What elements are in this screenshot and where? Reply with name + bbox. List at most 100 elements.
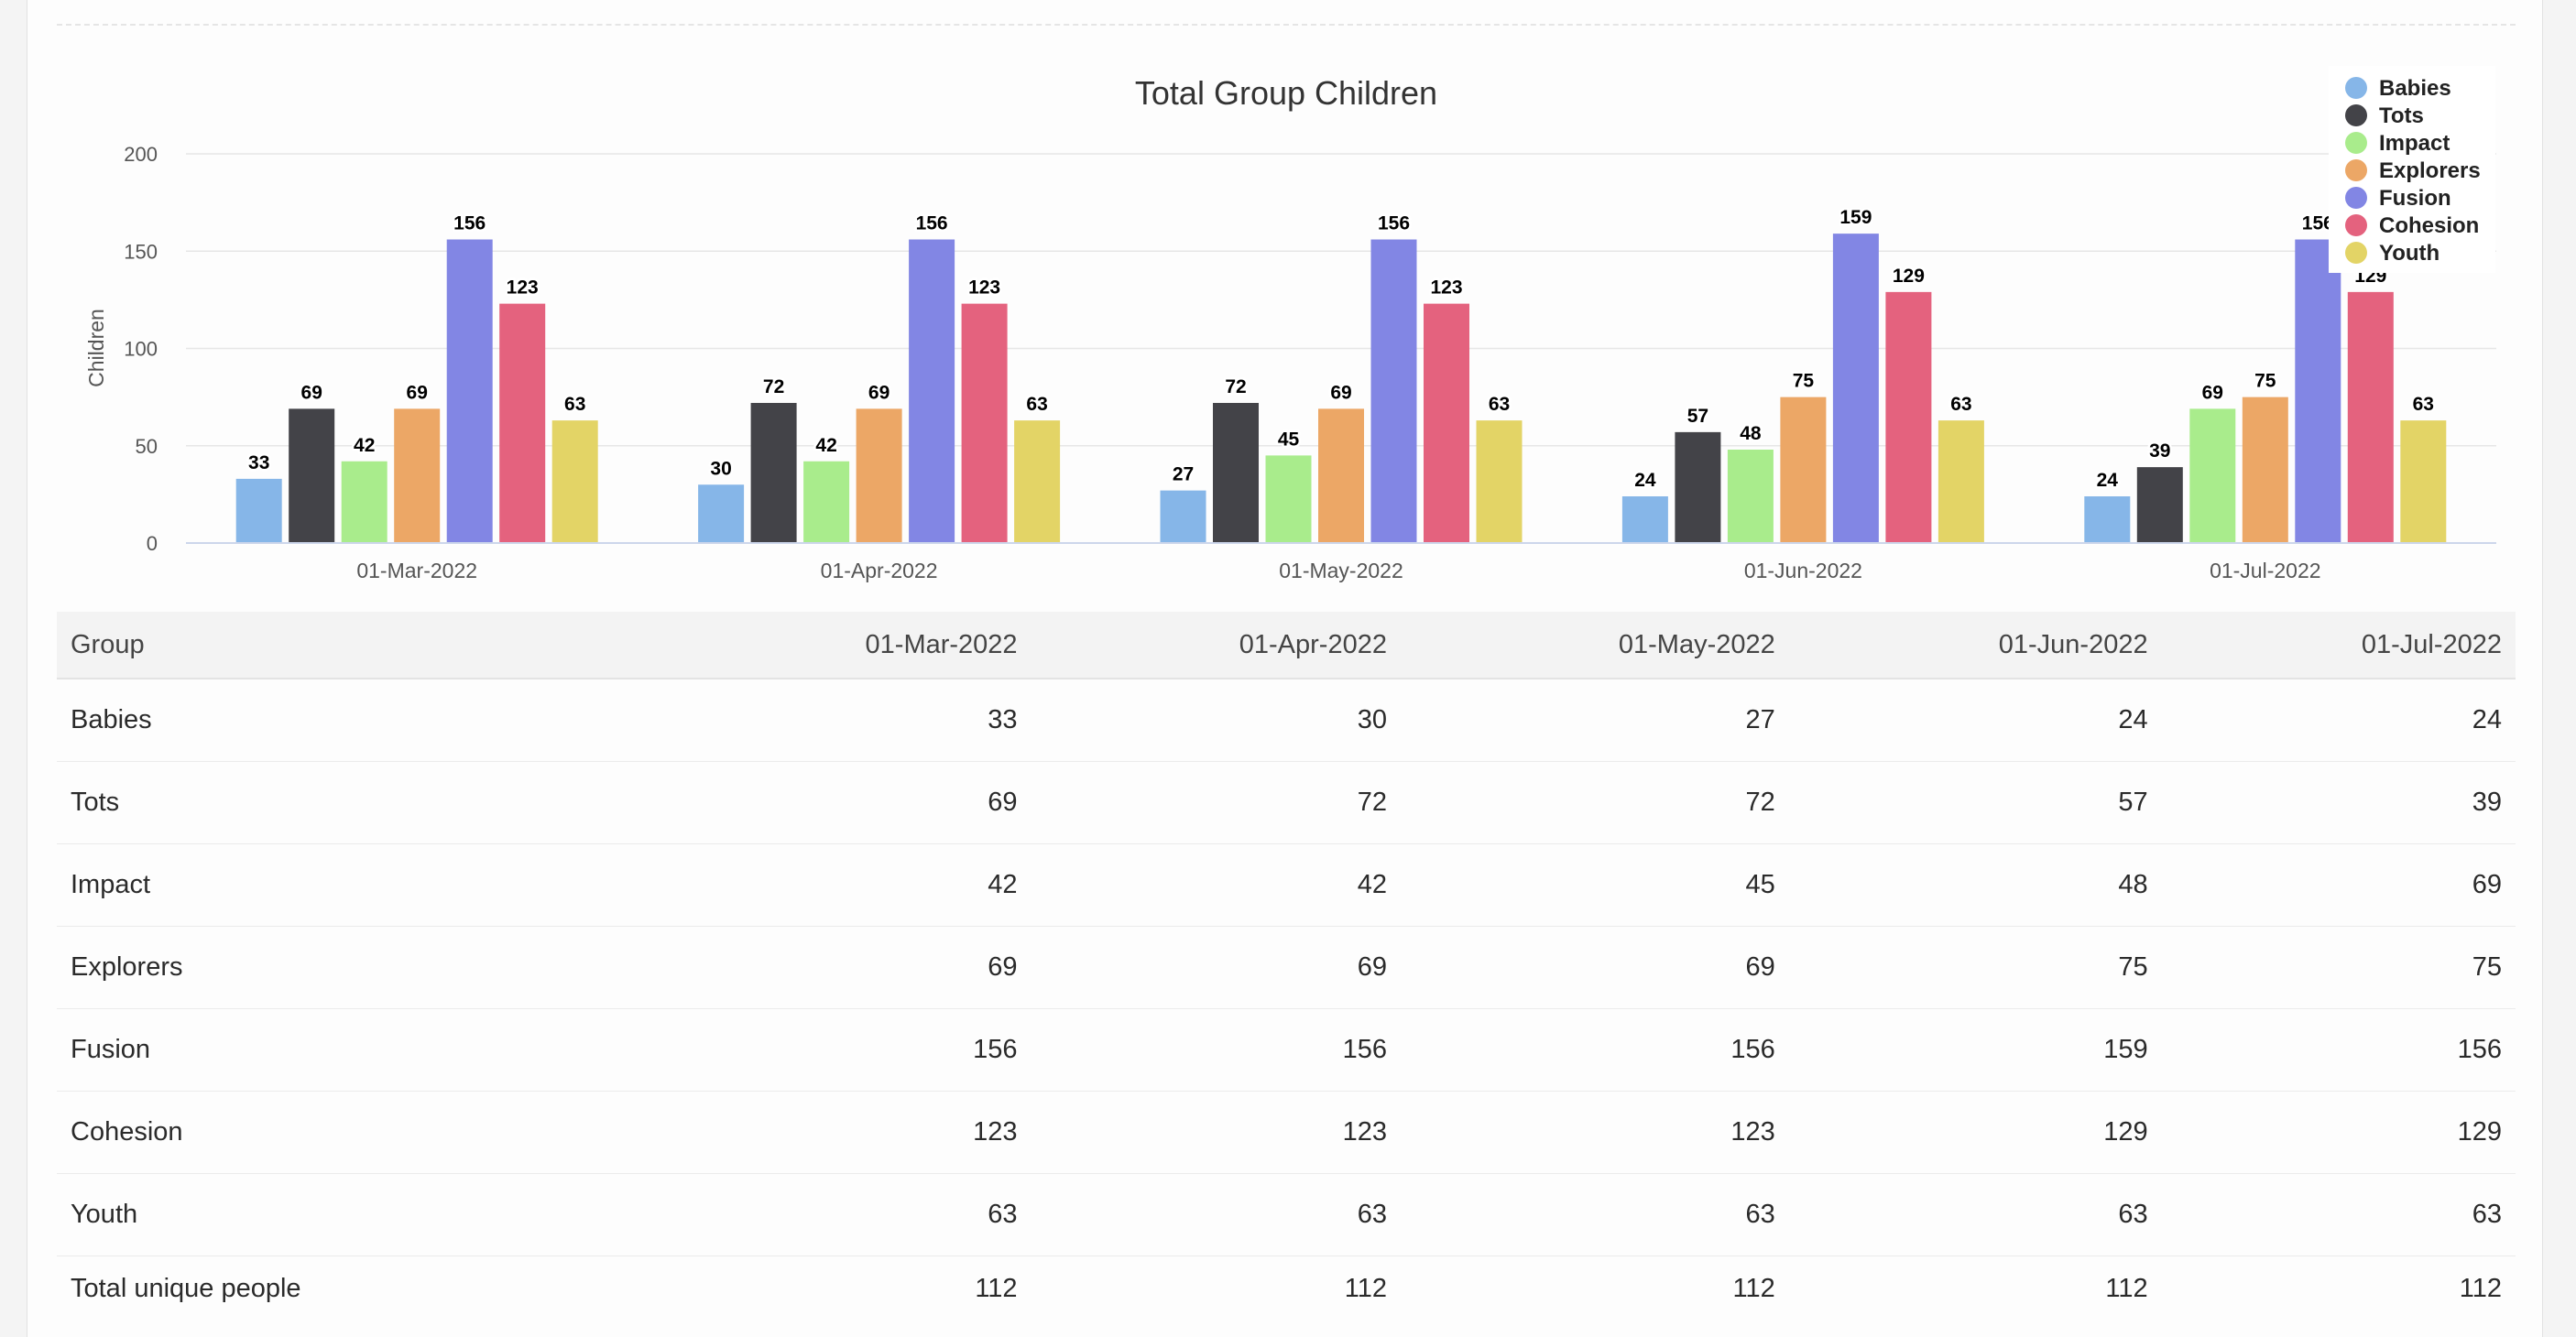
bar-explorers[interactable] [394, 408, 441, 543]
bar-impact[interactable] [1265, 455, 1312, 543]
chart-title: Total Group Children [1135, 74, 1437, 112]
bar-youth[interactable] [1937, 420, 1984, 543]
bar-fusion[interactable] [446, 239, 493, 544]
legend-marker [2345, 159, 2367, 181]
bar-babies[interactable] [1160, 490, 1206, 543]
bar-explorers[interactable] [1780, 397, 1827, 543]
x-tick-label: 01-Apr-2022 [821, 559, 938, 582]
bar-tots[interactable] [289, 408, 335, 543]
bar-babies[interactable] [1621, 496, 1668, 543]
legend-marker [2345, 214, 2367, 236]
bar-explorers[interactable] [856, 408, 902, 543]
value-cell: 123 [1730, 1116, 1775, 1147]
value-cell: 156 [973, 1034, 1018, 1064]
bar-youth[interactable] [551, 420, 598, 543]
bar-tots[interactable] [2136, 467, 2183, 543]
legend-item-cohesion[interactable]: Cohesion [2345, 213, 2479, 238]
group-name-cell: Impact [71, 869, 151, 899]
bar-explorers[interactable] [2242, 397, 2288, 543]
legend-label: Youth [2379, 241, 2440, 266]
dashed-divider [57, 24, 2516, 26]
column-header-date[interactable]: 01-Jul-2022 [2361, 629, 2502, 659]
legend-item-tots[interactable]: Tots [2345, 103, 2424, 128]
bar-impact[interactable] [341, 461, 387, 543]
value-cell: 156 [2457, 1034, 2502, 1064]
legend-item-fusion[interactable]: Fusion [2345, 186, 2451, 211]
group-name-cell: Cohesion [71, 1116, 183, 1147]
value-cell: 63 [2118, 1199, 2148, 1229]
bar-babies[interactable] [698, 484, 745, 543]
bar-youth[interactable] [1476, 420, 1523, 543]
value-cell: 42 [1357, 869, 1387, 899]
bar-tots[interactable] [1213, 403, 1259, 543]
legend-marker [2345, 104, 2367, 126]
y-tick-label: 150 [124, 240, 158, 263]
column-header-date[interactable]: 01-May-2022 [1618, 629, 1775, 659]
bar-youth[interactable] [2400, 420, 2447, 543]
bar-babies[interactable] [2084, 496, 2131, 543]
bar-cohesion[interactable] [2347, 291, 2394, 543]
bar-impact[interactable] [1727, 450, 1774, 543]
legend-item-youth[interactable]: Youth [2345, 241, 2440, 266]
axes: 0 50 100 150 200 01-Mar-2022 01-Apr-2022 01-May… [124, 143, 2496, 582]
value-cell: 63 [1357, 1199, 1387, 1229]
data-label: 24 [2097, 470, 2119, 491]
bar-fusion[interactable] [1832, 234, 1879, 543]
data-label: 69 [301, 382, 322, 403]
value-cell: 69 [1745, 951, 1775, 982]
bar-fusion[interactable] [1370, 239, 1417, 544]
x-tick-label: 01-Jul-2022 [2210, 559, 2320, 582]
bar-youth[interactable] [1014, 420, 1061, 543]
data-label: 159 [1839, 207, 1872, 228]
group-name-cell: Babies [71, 704, 152, 734]
total-value-cell: 112 [2459, 1273, 2502, 1303]
value-cell: 24 [2118, 704, 2148, 734]
y-tick-label: 200 [124, 143, 158, 166]
bar-cohesion[interactable] [1885, 291, 1932, 543]
legend-item-babies[interactable]: Babies [2345, 76, 2451, 101]
data-label: 156 [916, 213, 948, 234]
bar-explorers[interactable] [1318, 408, 1364, 543]
table-row: Impact 42 42 45 48 69 [57, 843, 2516, 926]
value-cell: 39 [2472, 787, 2502, 817]
column-header-group[interactable]: Group [71, 629, 145, 659]
column-header-date[interactable]: 01-Jun-2022 [1998, 629, 2148, 659]
value-cell: 69 [988, 787, 1018, 817]
bar-babies[interactable] [235, 478, 282, 543]
value-cell: 75 [2472, 951, 2502, 982]
group-children-chart: 33 69 42 69 156 123 63 30 72 42 69 156 123 63 27 72 45 69… [84, 66, 2496, 582]
bar-fusion[interactable] [909, 239, 955, 544]
bar-fusion[interactable] [2295, 239, 2341, 544]
y-tick-label: 0 [147, 532, 158, 555]
column-header-date[interactable]: 01-Mar-2022 [865, 629, 1018, 659]
value-cell: 30 [1357, 704, 1387, 734]
data-label: 123 [968, 277, 1000, 299]
legend-item-explorers[interactable]: Explorers [2345, 158, 2481, 183]
data-label: 75 [1793, 371, 1815, 392]
data-label: 63 [1489, 394, 1510, 415]
value-cell: 129 [2457, 1116, 2502, 1147]
legend-marker [2345, 77, 2367, 99]
table-row: Tots 69 72 72 57 39 [57, 761, 2516, 843]
bar-cohesion[interactable] [499, 303, 546, 543]
legend-item-impact[interactable]: Impact [2345, 131, 2450, 156]
value-cell: 156 [1342, 1034, 1387, 1064]
legend-marker [2345, 242, 2367, 264]
column-header-date[interactable]: 01-Apr-2022 [1239, 629, 1387, 659]
bar-impact[interactable] [803, 461, 850, 543]
table-row: Youth 63 63 63 63 63 [57, 1173, 2516, 1255]
bar-cohesion[interactable] [961, 303, 1008, 543]
data-label: 42 [815, 435, 836, 456]
bars [235, 234, 2447, 544]
bar-tots[interactable] [1675, 431, 1721, 543]
data-label: 30 [710, 458, 731, 479]
bar-impact[interactable] [2189, 408, 2236, 543]
value-cell: 27 [1745, 704, 1775, 734]
value-cell: 156 [1730, 1034, 1775, 1064]
bar-tots[interactable] [750, 403, 797, 543]
data-label: 123 [507, 277, 539, 299]
value-cell: 129 [2103, 1116, 2148, 1147]
bar-cohesion[interactable] [1424, 303, 1469, 543]
total-value-cell: 112 [1344, 1273, 1387, 1303]
